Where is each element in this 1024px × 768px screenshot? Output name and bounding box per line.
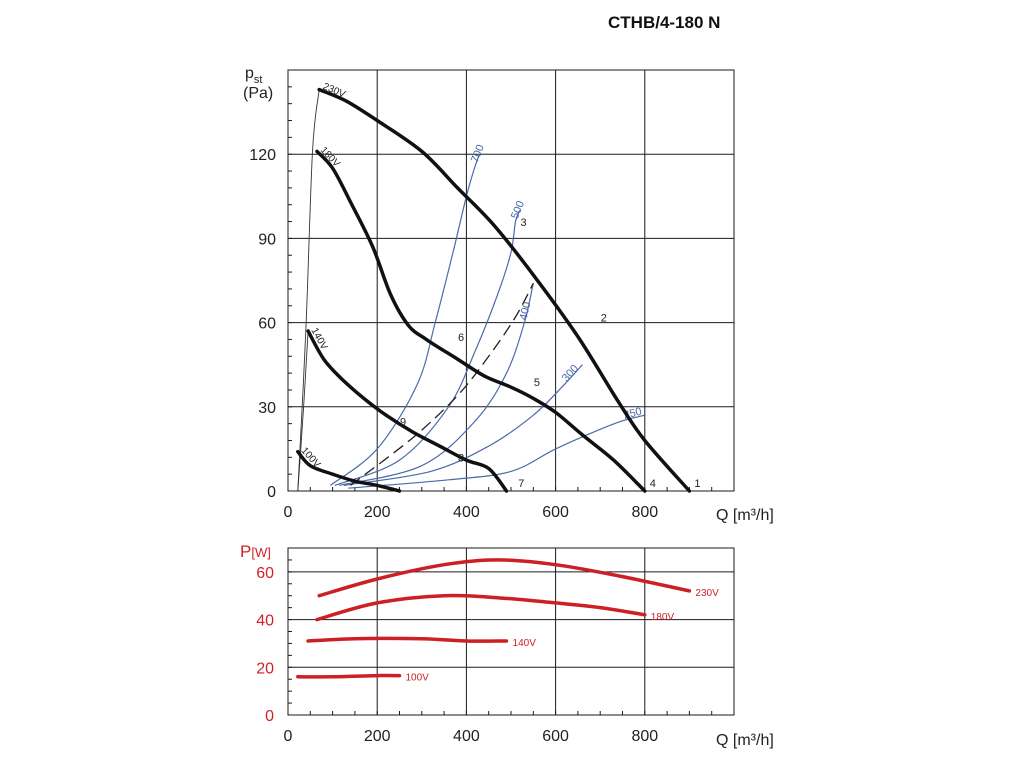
pressure-x-tick-label: 400 — [453, 504, 480, 521]
system-curve-500 — [334, 210, 521, 486]
system-curve-400 — [339, 283, 534, 486]
origin-boundary-curve — [297, 330, 309, 492]
power-grid — [288, 548, 734, 715]
system-curve-700 — [330, 153, 481, 486]
power-curve-180V — [315, 593, 647, 622]
power-curves: 230V 180V 140V 100V — [296, 558, 719, 684]
power-x-tick-label: 400 — [453, 728, 480, 745]
system-curve-250 — [348, 414, 645, 489]
power-x-ticks: 0 200 400 600 800 — [284, 728, 659, 745]
pressure-ylabel-main: p — [245, 65, 254, 82]
point-label: 2 — [601, 312, 607, 324]
fan-curve-100V — [296, 449, 402, 493]
pressure-xlabel: Q [m³/h] — [716, 507, 774, 524]
fan-curve-140V — [306, 329, 509, 493]
power-ylabel-unit: [W] — [251, 545, 271, 560]
power-ylabel: P[W] — [240, 542, 271, 561]
power-curve-100V — [296, 673, 402, 679]
power-y-tick-label: 40 — [256, 613, 274, 630]
power-y-ticks: 0 20 40 60 — [256, 565, 274, 725]
pressure-y-tick-label: 90 — [258, 231, 276, 248]
power-x-tick-label: 800 — [631, 728, 658, 745]
power-curve-label: 230V — [695, 588, 719, 599]
pressure-minor-ticks — [287, 69, 735, 492]
point-label: 8 — [458, 453, 464, 465]
system-curve-label: 300 — [560, 363, 581, 385]
power-curve-label: 180V — [651, 612, 675, 623]
point-labels: 1 2 3 4 5 6 7 8 9 — [400, 217, 700, 490]
pressure-grid — [288, 70, 734, 491]
pressure-yunit: (Pa) — [243, 85, 273, 102]
pressure-ylabel-sub: st — [254, 74, 263, 86]
pressure-x-tick-label: 800 — [631, 504, 658, 521]
system-curve-label: 400 — [518, 301, 534, 322]
pressure-x-tick-label: 0 — [284, 504, 293, 521]
pressure-plot-frame — [287, 69, 735, 492]
pressure-y-tick-label: 120 — [249, 147, 276, 164]
power-curve-label: 140V — [513, 638, 537, 649]
system-curve-label: 700 — [469, 143, 487, 164]
point-label: 6 — [458, 332, 464, 344]
pressure-y-tick-label: 60 — [258, 316, 276, 333]
point-label: 4 — [650, 478, 656, 490]
chart-title: CTHB/4-180 N — [608, 13, 720, 32]
power-y-tick-label: 20 — [256, 660, 274, 677]
power-curve-140V — [306, 636, 509, 643]
power-minor-ticks — [287, 547, 735, 716]
point-label: 5 — [534, 377, 540, 389]
system-curve-300 — [343, 364, 583, 486]
power-plot-frame — [287, 547, 735, 716]
power-curve-230V — [317, 558, 692, 598]
pressure-y-ticks: 0 30 60 90 120 — [249, 147, 276, 501]
power-xlabel: Q [m³/h] — [716, 732, 774, 749]
point-label: 1 — [694, 478, 700, 490]
power-x-tick-label: 600 — [542, 728, 569, 745]
pressure-x-ticks: 0 200 400 600 800 — [284, 504, 659, 521]
pressure-y-tick-label: 0 — [267, 484, 276, 501]
power-y-tick-label: 60 — [256, 565, 274, 582]
power-ylabel-main: P — [240, 542, 251, 561]
fan-curve-label: 230V — [321, 81, 347, 100]
point-label: 9 — [400, 416, 406, 428]
point-label: 7 — [518, 478, 524, 490]
pressure-x-tick-label: 200 — [364, 504, 391, 521]
pressure-y-tick-label: 30 — [258, 400, 276, 417]
power-x-tick-label: 0 — [284, 728, 293, 745]
pressure-ylabel: pst — [245, 65, 262, 86]
dashed-efficiency-curve — [350, 282, 534, 486]
fan-curve-180V — [315, 149, 647, 493]
fan-curve-230V — [317, 87, 692, 493]
power-curve-label: 100V — [406, 673, 430, 684]
point-label: 3 — [520, 217, 526, 229]
power-x-tick-label: 200 — [364, 728, 391, 745]
pressure-x-tick-label: 600 — [542, 504, 569, 521]
origin-boundary-curve — [297, 89, 320, 492]
power-y-tick-label: 0 — [265, 708, 274, 725]
power-chart: 230V 180V 140V 100V 0 200 400 600 800 0 20 40 60 P… — [240, 542, 774, 749]
